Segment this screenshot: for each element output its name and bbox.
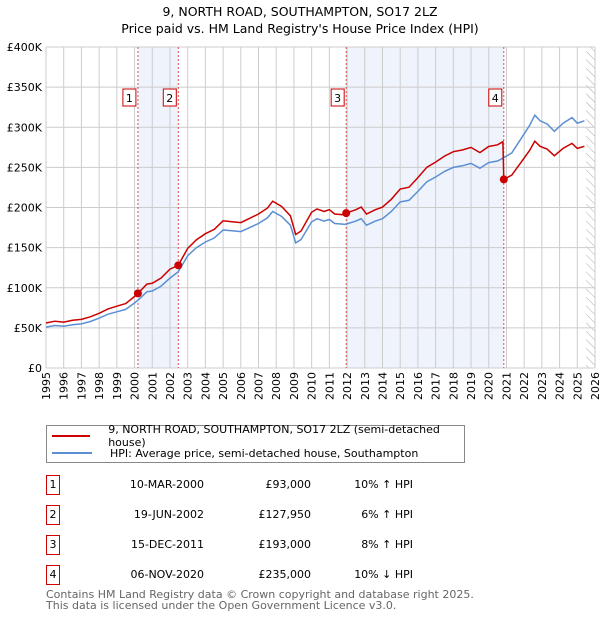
x-tick-label: 2012 [341, 372, 354, 400]
y-tick-label: £250K [7, 161, 43, 174]
sale-price: £193,000 [258, 538, 312, 551]
sale-row: 2 19-JUN-2002 £127,950 6% ↑ HPI [46, 505, 466, 525]
legend: 9, NORTH ROAD, SOUTHAMPTON, SO17 2LZ (se… [46, 423, 465, 463]
footer: Contains HM Land Registry data © Crown c… [46, 589, 474, 611]
property-line-swatch [52, 435, 91, 437]
price-chart: 9, NORTH ROAD, SOUTHAMPTON, SO17 2LZ Pric… [7, 4, 600, 400]
sale-hpi-diff: 10% ↑ HPI [354, 478, 413, 491]
x-tick-label: 1996 [58, 372, 71, 400]
x-tick-label: 2024 [554, 372, 567, 400]
x-tick-label: 2002 [164, 372, 177, 400]
footer-line-2: This data is licensed under the Open Gov… [46, 599, 397, 612]
sale-date: 15-DEC-2011 [130, 538, 204, 551]
x-tick-label: 2008 [270, 372, 283, 400]
sale-price: £127,950 [258, 508, 312, 521]
x-tick-label: 2023 [536, 372, 549, 400]
x-tick-label: 2025 [571, 372, 584, 400]
sale-price: £93,000 [265, 478, 312, 491]
x-tick-label: 2006 [235, 372, 248, 400]
x-tick-label: 2022 [518, 372, 531, 400]
sale-row: 3 15-DEC-2011 £193,000 8% ↑ HPI [46, 535, 466, 555]
x-tick-label: 2020 [483, 372, 496, 400]
chart-subtitle: Price paid vs. HM Land Registry's House … [121, 21, 478, 36]
legend-item-property: 9, NORTH ROAD, SOUTHAMPTON, SO17 2LZ (se… [47, 423, 464, 449]
sale-point [174, 261, 183, 270]
x-tick-label: 1999 [111, 372, 124, 400]
sale-date: 06-NOV-2020 [130, 568, 204, 581]
x-tick-label: 2011 [323, 372, 336, 400]
sale-hpi-diff: 10% ↓ HPI [354, 568, 413, 581]
x-tick-label: 2013 [359, 372, 372, 400]
sale-number-badge: 1 [46, 475, 60, 495]
sale-hpi-diff: 8% ↑ HPI [361, 538, 413, 551]
sale-date: 10-MAR-2000 [129, 478, 204, 491]
sale-badge [122, 88, 137, 107]
y-tick-label: £0 [28, 362, 42, 375]
chart-title: 9, NORTH ROAD, SOUTHAMPTON, SO17 2LZ [162, 4, 437, 19]
sale-badge [330, 88, 345, 107]
x-tick-label: 2009 [288, 372, 301, 400]
y-tick-label: £150K [7, 242, 43, 255]
legend-label-hpi: HPI: Average price, semi-detached house,… [110, 446, 419, 460]
x-tick-label: 2015 [394, 372, 407, 400]
x-tick-label: 1997 [75, 372, 88, 400]
sale-row: 1 10-MAR-2000 £93,000 10% ↑ HPI [46, 475, 466, 495]
footer-line-1: Contains HM Land Registry data © Crown c… [46, 588, 474, 601]
x-tick-label: 2007 [253, 372, 266, 400]
sale-badge [162, 88, 177, 107]
x-tick-label: 2003 [182, 372, 195, 400]
x-tick-label: 2026 [589, 372, 600, 400]
x-tick-label: 2017 [430, 372, 443, 400]
sale-date: 19-JUN-2002 [133, 508, 204, 521]
y-tick-label: £200K [7, 202, 43, 215]
x-tick-label: 2021 [500, 372, 513, 400]
y-tick-label: £350K [7, 81, 43, 94]
legend-item-hpi: HPI: Average price, semi-detached house,… [47, 445, 418, 461]
x-tick-label: 1995 [40, 372, 53, 400]
sale-badge [488, 88, 503, 107]
x-tick-label: 2005 [217, 372, 230, 400]
x-tick-label: 2014 [376, 372, 389, 400]
y-tick-label: £100K [7, 282, 43, 295]
sale-number-badge: 2 [46, 505, 60, 525]
x-tick-label: 2000 [129, 372, 142, 400]
sale-badge-number: 3 [334, 92, 341, 105]
y-tick-label: £400K [7, 41, 43, 54]
x-tick-label: 2004 [199, 372, 212, 400]
sale-badge-number: 4 [492, 92, 499, 105]
sale-point [342, 209, 351, 218]
sale-row: 4 06-NOV-2020 £235,000 10% ↓ HPI [46, 565, 466, 585]
sale-number-badge: 4 [46, 565, 60, 585]
x-tick-label: 2018 [447, 372, 460, 400]
x-tick-label: 2019 [465, 372, 478, 400]
sale-badge-number: 1 [126, 92, 133, 105]
legend-label-property: 9, NORTH ROAD, SOUTHAMPTON, SO17 2LZ (se… [108, 423, 440, 449]
x-tick-label: 2016 [412, 372, 425, 400]
x-tick-label: 2010 [306, 372, 319, 400]
x-tick-label: 1998 [93, 372, 106, 400]
sale-point [499, 175, 508, 184]
x-tick-label: 2001 [146, 372, 159, 400]
sale-hpi-diff: 6% ↑ HPI [361, 508, 413, 521]
sale-price: £235,000 [258, 568, 312, 581]
sale-badge-number: 2 [166, 92, 173, 105]
sale-point [133, 289, 142, 298]
y-tick-label: £50K [14, 322, 43, 335]
y-tick-label: £300K [7, 121, 43, 134]
sale-number-badge: 3 [46, 535, 60, 555]
property-series-line [45, 139, 585, 324]
hpi-line-swatch [52, 452, 92, 454]
